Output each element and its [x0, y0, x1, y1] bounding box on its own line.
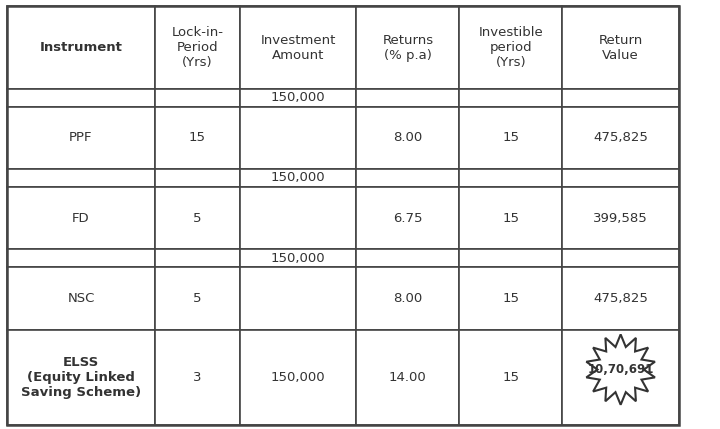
Text: 150,000: 150,000: [271, 172, 325, 184]
Text: FD: FD: [72, 211, 90, 225]
Bar: [356, 329, 459, 425]
Bar: [240, 6, 356, 89]
Bar: [459, 267, 562, 329]
Bar: [356, 267, 459, 329]
Text: 15: 15: [503, 211, 519, 225]
Bar: [562, 267, 679, 329]
Bar: [459, 169, 562, 187]
Bar: [459, 329, 562, 425]
Bar: [356, 89, 459, 106]
Text: 5: 5: [193, 211, 202, 225]
Bar: [7, 6, 155, 89]
Bar: [7, 169, 155, 187]
Text: 15: 15: [503, 131, 519, 144]
Bar: [356, 106, 459, 169]
Bar: [356, 6, 459, 89]
Bar: [240, 267, 356, 329]
Text: 5: 5: [193, 292, 202, 305]
Text: 8.00: 8.00: [393, 292, 423, 305]
Bar: [562, 169, 679, 187]
Bar: [459, 187, 562, 249]
Text: Returns
(% p.a): Returns (% p.a): [382, 33, 433, 62]
Text: 8.00: 8.00: [393, 131, 423, 144]
Bar: [562, 329, 679, 425]
Text: 14.00: 14.00: [389, 371, 427, 384]
Bar: [356, 187, 459, 249]
Text: 475,825: 475,825: [593, 292, 648, 305]
Text: Investment
Amount: Investment Amount: [261, 33, 336, 62]
Bar: [240, 89, 356, 106]
Bar: [7, 106, 155, 169]
Text: ELSS
(Equity Linked
Saving Scheme): ELSS (Equity Linked Saving Scheme): [21, 356, 141, 399]
Bar: [155, 267, 240, 329]
Bar: [155, 329, 240, 425]
Bar: [7, 267, 155, 329]
Text: 15: 15: [503, 371, 519, 384]
Bar: [562, 249, 679, 267]
Text: 15: 15: [503, 292, 519, 305]
Bar: [356, 249, 459, 267]
Bar: [240, 169, 356, 187]
Bar: [562, 187, 679, 249]
Text: 6.75: 6.75: [393, 211, 423, 225]
Bar: [240, 106, 356, 169]
Bar: [7, 329, 155, 425]
Bar: [155, 187, 240, 249]
Bar: [7, 187, 155, 249]
Bar: [155, 106, 240, 169]
Text: 10,70,691: 10,70,691: [588, 363, 654, 376]
Bar: [7, 89, 155, 106]
Bar: [155, 6, 240, 89]
Bar: [155, 89, 240, 106]
Bar: [459, 89, 562, 106]
Bar: [356, 169, 459, 187]
Text: Investible
period
(Yrs): Investible period (Yrs): [479, 26, 543, 69]
Text: 150,000: 150,000: [271, 371, 325, 384]
Bar: [240, 249, 356, 267]
Text: PPF: PPF: [69, 131, 93, 144]
Bar: [155, 249, 240, 267]
Bar: [7, 249, 155, 267]
Bar: [562, 6, 679, 89]
Bar: [459, 249, 562, 267]
Text: 399,585: 399,585: [593, 211, 648, 225]
Bar: [459, 6, 562, 89]
Bar: [459, 106, 562, 169]
Text: Return
Value: Return Value: [598, 33, 643, 62]
Text: Lock-in-
Period
(Yrs): Lock-in- Period (Yrs): [171, 26, 223, 69]
Text: 15: 15: [189, 131, 206, 144]
Polygon shape: [586, 334, 655, 405]
Bar: [562, 89, 679, 106]
Bar: [240, 187, 356, 249]
Bar: [155, 169, 240, 187]
Bar: [240, 329, 356, 425]
Bar: [562, 106, 679, 169]
Text: Instrument: Instrument: [40, 41, 122, 54]
Text: 3: 3: [193, 371, 202, 384]
Text: 150,000: 150,000: [271, 91, 325, 104]
Text: NSC: NSC: [67, 292, 95, 305]
Text: 150,000: 150,000: [271, 252, 325, 265]
Text: 475,825: 475,825: [593, 131, 648, 144]
